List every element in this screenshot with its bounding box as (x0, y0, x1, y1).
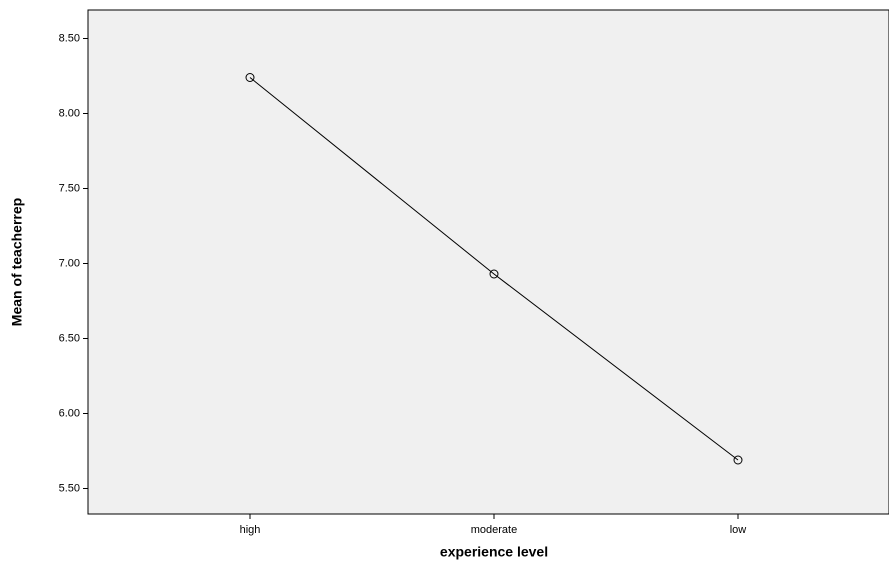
point (489, 269, 499, 279)
y-tick-label: 8.00 (59, 107, 80, 119)
x-tick-label: moderate (471, 524, 517, 536)
point (245, 73, 255, 82)
point (733, 455, 743, 465)
y-tick-label: 7.50 (59, 182, 80, 194)
y-tick-label: 8.50 (59, 32, 80, 44)
y-tick-label: 7.00 (59, 257, 80, 269)
y-axis-title: Mean of teacherrep (9, 198, 25, 326)
line (249, 77, 739, 461)
x-axis-title: experience level (440, 544, 548, 560)
x-tick-label: high (240, 524, 261, 536)
x-tick-label: low (730, 524, 747, 536)
plot-area (87, 9, 889, 515)
y-tick-label: 5.50 (59, 482, 80, 494)
y-tick-label: 6.00 (59, 407, 80, 419)
y-tick-label: 6.50 (59, 332, 80, 344)
